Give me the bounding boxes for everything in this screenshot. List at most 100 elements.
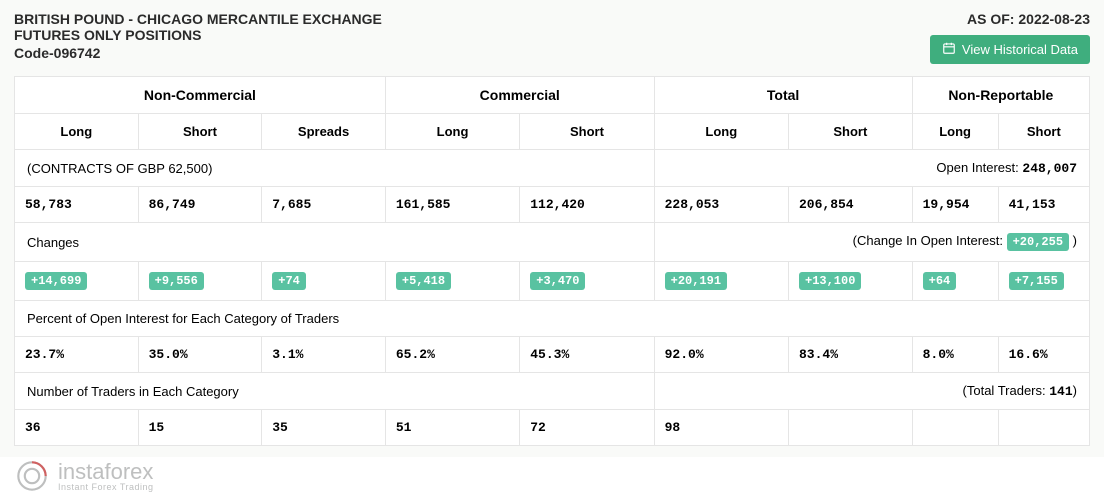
chg-c-short: +3,470	[520, 262, 654, 301]
pos-nc-spreads: 7,685	[262, 187, 386, 223]
title-line-2: FUTURES ONLY POSITIONS	[14, 27, 930, 43]
col-nc-long: Long	[15, 114, 139, 150]
pos-t-long: 228,053	[654, 187, 788, 223]
header-row: BRITISH POUND - CHICAGO MERCANTILE EXCHA…	[14, 11, 1090, 64]
positions-table: Non-Commercial Commercial Total Non-Repo…	[14, 76, 1090, 446]
pos-nc-long: 58,783	[15, 187, 139, 223]
col-c-short: Short	[520, 114, 654, 150]
tr-c-short: 72	[520, 410, 654, 446]
positions-row: 58,783 86,749 7,685 161,585 112,420 228,…	[15, 187, 1090, 223]
col-nc-short: Short	[138, 114, 262, 150]
tr-nc-long: 36	[15, 410, 139, 446]
changes-label-row: Changes (Change In Open Interest: +20,25…	[15, 223, 1090, 262]
pos-c-long: 161,585	[385, 187, 519, 223]
group-noncommercial: Non-Commercial	[15, 77, 386, 114]
pos-nc-short: 86,749	[138, 187, 262, 223]
watermark-text: instaforex Instant Forex Trading	[58, 461, 154, 492]
group-commercial: Commercial	[385, 77, 654, 114]
tr-nr-short	[998, 410, 1089, 446]
total-traders-close: )	[1073, 383, 1077, 398]
chg-c-long-pill: +5,418	[396, 272, 451, 290]
tr-nc-short: 15	[138, 410, 262, 446]
pct-c-long: 65.2%	[385, 337, 519, 373]
total-traders-value: 141	[1049, 384, 1072, 399]
chg-nc-long: +14,699	[15, 262, 139, 301]
chg-nc-long-pill: +14,699	[25, 272, 87, 290]
col-nr-long: Long	[912, 114, 998, 150]
col-t-short: Short	[789, 114, 913, 150]
chg-nr-long-pill: +64	[923, 272, 957, 290]
contracts-row: (CONTRACTS OF GBP 62,500) Open Interest:…	[15, 150, 1090, 187]
watermark: instaforex Instant Forex Trading	[14, 458, 154, 494]
header-right: AS OF: 2022-08-23 View Historical Data	[930, 11, 1090, 64]
percent-label-row: Percent of Open Interest for Each Catego…	[15, 301, 1090, 337]
col-nc-spreads: Spreads	[262, 114, 386, 150]
brand-tagline: Instant Forex Trading	[58, 483, 154, 492]
change-oi-cell: (Change In Open Interest: +20,255 )	[654, 223, 1089, 262]
percent-row: 23.7% 35.0% 3.1% 65.2% 45.3% 92.0% 83.4%…	[15, 337, 1090, 373]
pct-t-long: 92.0%	[654, 337, 788, 373]
chg-nr-long: +64	[912, 262, 998, 301]
group-header-row: Non-Commercial Commercial Total Non-Repo…	[15, 77, 1090, 114]
chg-c-long: +5,418	[385, 262, 519, 301]
chg-t-short-pill: +13,100	[799, 272, 861, 290]
chg-nc-spreads-pill: +74	[272, 272, 306, 290]
view-historical-button[interactable]: View Historical Data	[930, 35, 1090, 64]
sub-header-row: Long Short Spreads Long Short Long Short…	[15, 114, 1090, 150]
chg-c-short-pill: +3,470	[530, 272, 585, 290]
code-line: Code-096742	[14, 45, 930, 61]
asof-label: AS OF:	[967, 11, 1014, 27]
title-line-1: BRITISH POUND - CHICAGO MERCANTILE EXCHA…	[14, 11, 930, 27]
col-c-long: Long	[385, 114, 519, 150]
brand-icon	[14, 458, 50, 494]
pct-nc-spreads: 3.1%	[262, 337, 386, 373]
view-historical-label: View Historical Data	[962, 42, 1078, 57]
pct-nc-long: 23.7%	[15, 337, 139, 373]
open-interest-label: Open Interest:	[936, 160, 1018, 175]
chg-nc-spreads: +74	[262, 262, 386, 301]
tr-nr-long	[912, 410, 998, 446]
pos-nr-long: 19,954	[912, 187, 998, 223]
brand-name: instaforex	[58, 461, 154, 483]
changes-label: Changes	[15, 223, 655, 262]
col-nr-short: Short	[998, 114, 1089, 150]
chg-nr-short: +7,155	[998, 262, 1089, 301]
pct-c-short: 45.3%	[520, 337, 654, 373]
chg-nr-short-pill: +7,155	[1009, 272, 1064, 290]
total-traders-cell: (Total Traders: 141)	[654, 373, 1089, 410]
col-t-long: Long	[654, 114, 788, 150]
tr-t-long: 98	[654, 410, 788, 446]
group-total: Total	[654, 77, 912, 114]
calendar-icon	[942, 41, 956, 58]
chg-t-long: +20,191	[654, 262, 788, 301]
total-traders-label: (Total Traders:	[963, 383, 1046, 398]
asof: AS OF: 2022-08-23	[930, 11, 1090, 27]
header-left: BRITISH POUND - CHICAGO MERCANTILE EXCHA…	[14, 11, 930, 61]
change-oi-close: )	[1073, 233, 1077, 248]
traders-label-row: Number of Traders in Each Category (Tota…	[15, 373, 1090, 410]
asof-date: 2022-08-23	[1018, 11, 1090, 27]
report-container: BRITISH POUND - CHICAGO MERCANTILE EXCHA…	[0, 0, 1104, 457]
open-interest-value: 248,007	[1022, 161, 1077, 176]
pct-nr-short: 16.6%	[998, 337, 1089, 373]
group-nonreportable: Non-Reportable	[912, 77, 1089, 114]
change-oi-label: (Change In Open Interest:	[853, 233, 1003, 248]
pct-nc-short: 35.0%	[138, 337, 262, 373]
chg-t-short: +13,100	[789, 262, 913, 301]
pct-nr-long: 8.0%	[912, 337, 998, 373]
tr-t-short	[789, 410, 913, 446]
contracts-label: (CONTRACTS OF GBP 62,500)	[15, 150, 655, 187]
chg-nc-short-pill: +9,556	[149, 272, 204, 290]
changes-row: +14,699 +9,556 +74 +5,418 +3,470 +20,191…	[15, 262, 1090, 301]
table-wrap: Non-Commercial Commercial Total Non-Repo…	[14, 76, 1090, 446]
pos-nr-short: 41,153	[998, 187, 1089, 223]
pct-t-short: 83.4%	[789, 337, 913, 373]
pos-c-short: 112,420	[520, 187, 654, 223]
traders-label: Number of Traders in Each Category	[15, 373, 655, 410]
tr-nc-spreads: 35	[262, 410, 386, 446]
chg-t-long-pill: +20,191	[665, 272, 727, 290]
pos-t-short: 206,854	[789, 187, 913, 223]
traders-row: 36 15 35 51 72 98	[15, 410, 1090, 446]
chg-nc-short: +9,556	[138, 262, 262, 301]
open-interest-cell: Open Interest: 248,007	[654, 150, 1089, 187]
